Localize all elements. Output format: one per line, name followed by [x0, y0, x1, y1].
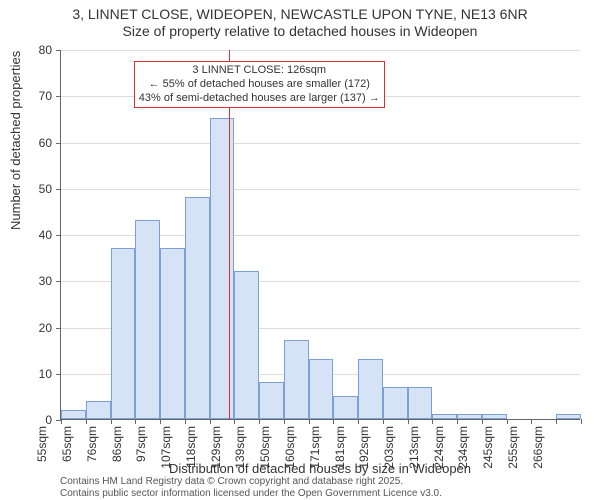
y-tick-mark: [56, 96, 61, 97]
y-tick-mark: [56, 235, 61, 236]
plot-region: 3 LINNET CLOSE: 126sqm← 55% of detached …: [60, 50, 580, 420]
histogram-bar: [408, 387, 433, 419]
y-tick-label: 60: [22, 136, 52, 150]
chart-area: 3 LINNET CLOSE: 126sqm← 55% of detached …: [60, 50, 580, 420]
x-tick-mark: [581, 419, 582, 424]
y-axis-label: Number of detached properties: [8, 51, 23, 230]
gridline: [61, 143, 580, 144]
y-tick-label: 30: [22, 274, 52, 288]
histogram-bar: [284, 340, 309, 419]
y-tick-label: 40: [22, 228, 52, 242]
x-tick-mark: [408, 419, 409, 424]
y-tick-mark: [56, 328, 61, 329]
annotation-box: 3 LINNET CLOSE: 126sqm← 55% of detached …: [134, 61, 385, 108]
y-tick-label: 80: [22, 43, 52, 57]
x-tick-mark: [185, 419, 186, 424]
y-tick-label: 20: [22, 321, 52, 335]
x-tick-mark: [531, 419, 532, 424]
histogram-bar: [259, 382, 284, 419]
histogram-bar: [482, 414, 507, 419]
histogram-bar: [86, 401, 111, 420]
x-tick-mark: [284, 419, 285, 424]
y-tick-label: 50: [22, 182, 52, 196]
histogram-bar: [556, 414, 581, 419]
x-tick-mark: [309, 419, 310, 424]
x-tick-mark: [383, 419, 384, 424]
y-tick-label: 70: [22, 89, 52, 103]
x-tick-mark: [234, 419, 235, 424]
histogram-bar: [234, 271, 259, 419]
gridline: [61, 50, 580, 51]
histogram-bar: [457, 414, 482, 419]
title-line-2: Size of property relative to detached ho…: [0, 23, 600, 40]
x-tick-label: 266sqm: [531, 426, 600, 469]
x-tick-mark: [160, 419, 161, 424]
x-tick-mark: [457, 419, 458, 424]
x-tick-mark: [333, 419, 334, 424]
x-tick-mark: [86, 419, 87, 424]
x-tick-mark: [556, 419, 557, 424]
x-tick-mark: [210, 419, 211, 424]
histogram-bar: [185, 197, 210, 419]
y-tick-label: 0: [22, 413, 52, 427]
x-tick-mark: [259, 419, 260, 424]
annotation-line: 3 LINNET CLOSE: 126sqm: [139, 64, 380, 78]
title-line-1: 3, LINNET CLOSE, WIDEOPEN, NEWCASTLE UPO…: [0, 0, 600, 23]
y-tick-mark: [56, 281, 61, 282]
x-tick-mark: [482, 419, 483, 424]
histogram-bar: [358, 359, 383, 419]
histogram-bar: [111, 248, 136, 419]
footer-line-2: Contains public sector information licen…: [60, 488, 442, 500]
x-tick-mark: [507, 419, 508, 424]
footer-line-1: Contains HM Land Registry data © Crown c…: [60, 476, 442, 488]
y-tick-mark: [56, 374, 61, 375]
x-tick-mark: [111, 419, 112, 424]
y-tick-label: 10: [22, 367, 52, 381]
histogram-bar: [333, 396, 358, 419]
histogram-bar: [135, 220, 160, 419]
x-tick-mark: [432, 419, 433, 424]
histogram-bar: [309, 359, 334, 419]
x-tick-mark: [358, 419, 359, 424]
y-tick-mark: [56, 189, 61, 190]
y-tick-mark: [56, 50, 61, 51]
footer-attribution: Contains HM Land Registry data © Crown c…: [60, 476, 442, 500]
histogram-bar: [61, 410, 86, 419]
histogram-bar: [432, 414, 457, 419]
x-tick-mark: [135, 419, 136, 424]
histogram-bar: [160, 248, 185, 419]
histogram-bar: [210, 118, 235, 419]
gridline: [61, 189, 580, 190]
y-tick-mark: [56, 143, 61, 144]
x-tick-mark: [61, 419, 62, 424]
annotation-line: ← 55% of detached houses are smaller (17…: [139, 78, 380, 92]
histogram-bar: [383, 387, 408, 419]
annotation-line: 43% of semi-detached houses are larger (…: [139, 92, 380, 106]
